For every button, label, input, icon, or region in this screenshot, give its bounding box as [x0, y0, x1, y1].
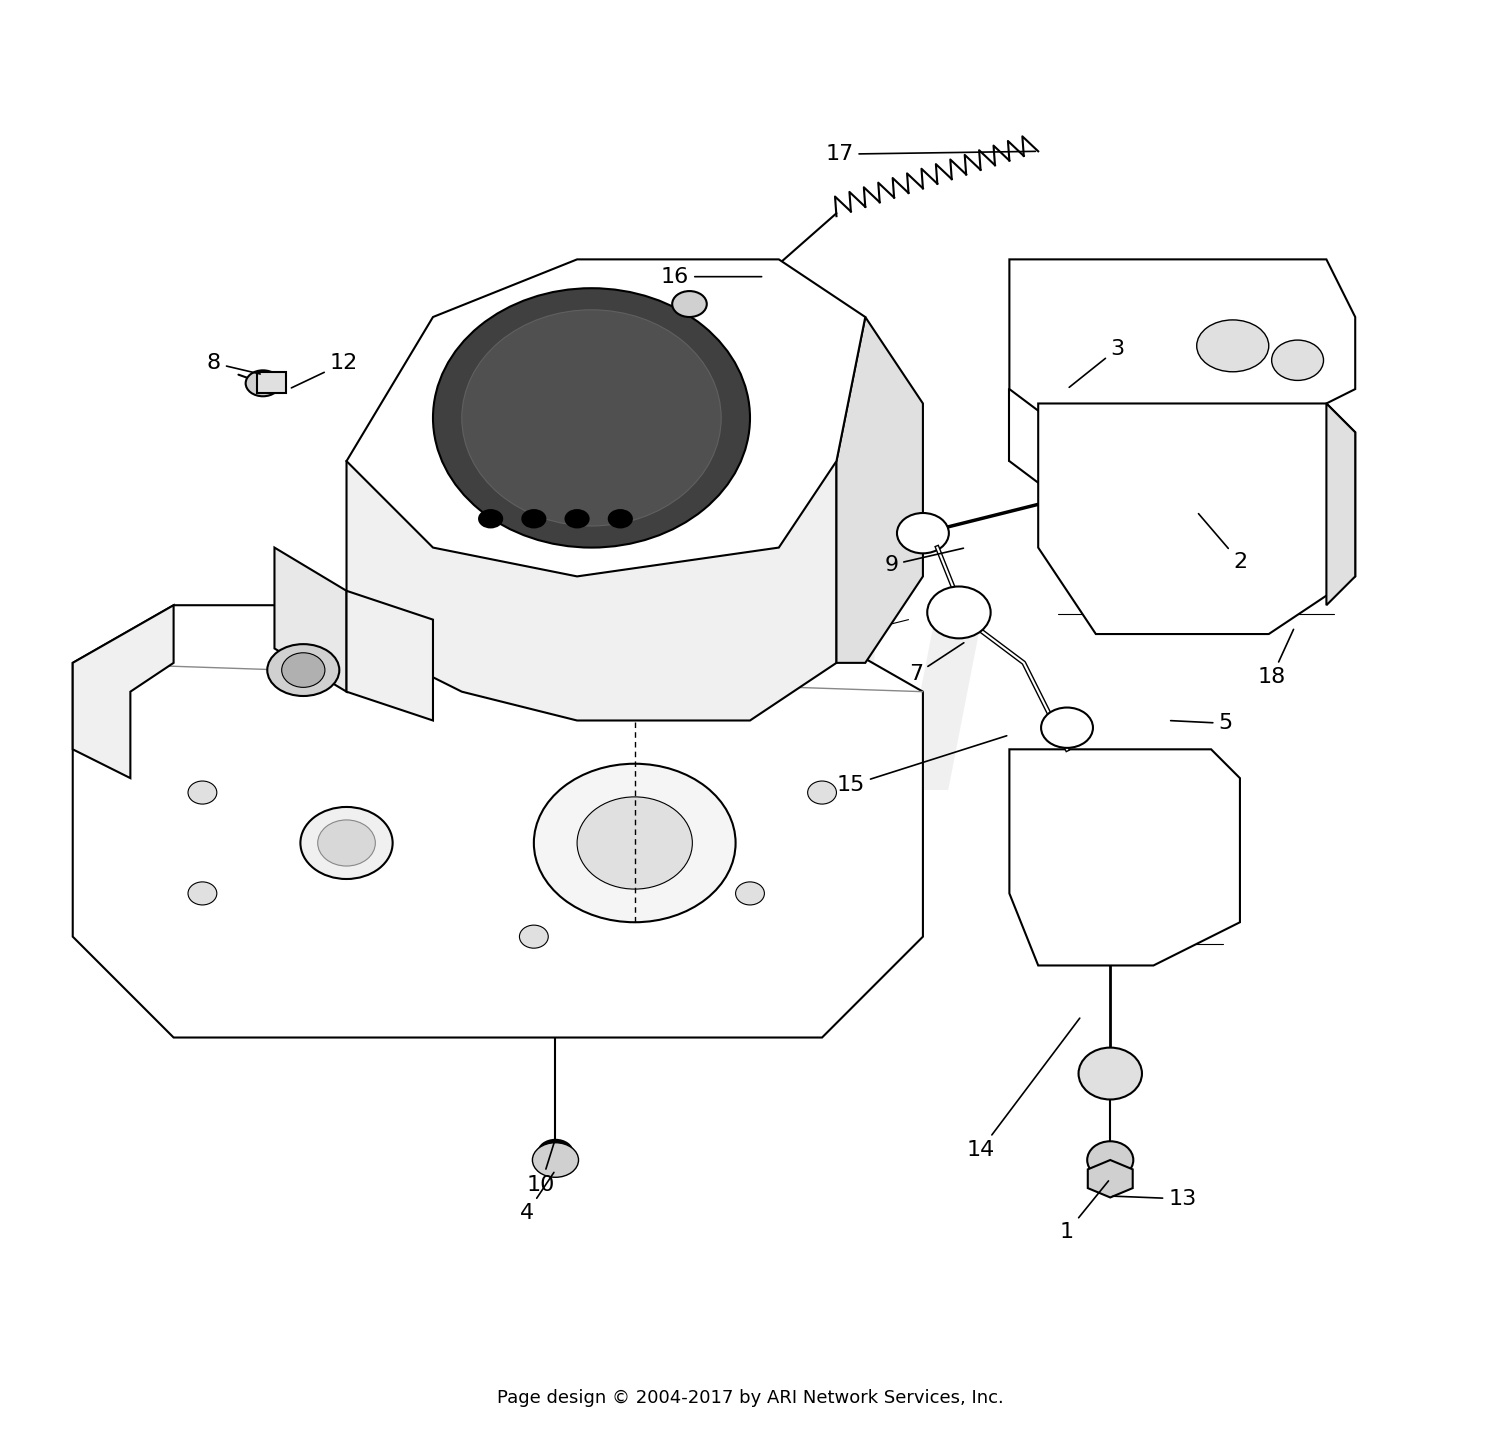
Ellipse shape — [188, 882, 218, 905]
Ellipse shape — [1041, 708, 1094, 748]
Polygon shape — [72, 605, 922, 1038]
Text: 3: 3 — [1070, 339, 1125, 388]
Ellipse shape — [1088, 1141, 1134, 1179]
Polygon shape — [346, 591, 433, 720]
Ellipse shape — [519, 925, 549, 948]
Polygon shape — [1038, 403, 1354, 634]
Ellipse shape — [462, 310, 722, 526]
Text: 1: 1 — [1060, 1180, 1108, 1242]
Ellipse shape — [267, 644, 339, 696]
Ellipse shape — [433, 288, 750, 548]
Polygon shape — [1326, 403, 1354, 605]
Ellipse shape — [1078, 1048, 1142, 1099]
Ellipse shape — [578, 797, 693, 889]
Text: 17: 17 — [825, 144, 1035, 164]
Ellipse shape — [735, 882, 765, 905]
Ellipse shape — [534, 764, 735, 922]
Polygon shape — [72, 605, 174, 778]
Polygon shape — [1010, 749, 1240, 965]
Ellipse shape — [522, 510, 546, 527]
Ellipse shape — [609, 510, 631, 527]
Ellipse shape — [897, 513, 950, 553]
Text: 18: 18 — [1257, 630, 1293, 687]
Ellipse shape — [188, 781, 218, 804]
Text: 2: 2 — [1198, 513, 1246, 572]
Ellipse shape — [807, 781, 837, 804]
Text: Page design © 2004-2017 by ARI Network Services, Inc.: Page design © 2004-2017 by ARI Network S… — [496, 1389, 1004, 1406]
Ellipse shape — [1272, 340, 1323, 380]
Polygon shape — [346, 461, 837, 720]
Text: 8: 8 — [207, 353, 260, 375]
Ellipse shape — [1197, 320, 1269, 372]
Text: 9: 9 — [884, 548, 963, 575]
Ellipse shape — [282, 653, 326, 687]
Text: 7: 7 — [909, 643, 964, 684]
Bar — [256, 372, 286, 393]
Polygon shape — [1010, 259, 1354, 432]
Text: 13: 13 — [1113, 1189, 1197, 1209]
Polygon shape — [346, 259, 866, 576]
Ellipse shape — [927, 586, 990, 638]
Ellipse shape — [246, 370, 280, 396]
Ellipse shape — [318, 820, 375, 866]
Ellipse shape — [532, 1143, 579, 1177]
Text: 15: 15 — [837, 736, 1007, 795]
Text: 10: 10 — [526, 1141, 555, 1195]
Text: 5: 5 — [1170, 713, 1233, 733]
Ellipse shape — [672, 291, 706, 317]
Text: 4: 4 — [519, 1173, 554, 1223]
Polygon shape — [1088, 1160, 1132, 1197]
Polygon shape — [274, 548, 346, 692]
Text: 16: 16 — [662, 267, 762, 287]
Text: ARI: ARI — [510, 599, 990, 842]
Text: 14: 14 — [966, 1019, 1080, 1160]
Ellipse shape — [566, 510, 588, 527]
Ellipse shape — [300, 807, 393, 879]
Polygon shape — [837, 317, 922, 663]
Ellipse shape — [538, 1140, 573, 1166]
Text: 12: 12 — [291, 353, 358, 388]
Ellipse shape — [478, 510, 502, 527]
